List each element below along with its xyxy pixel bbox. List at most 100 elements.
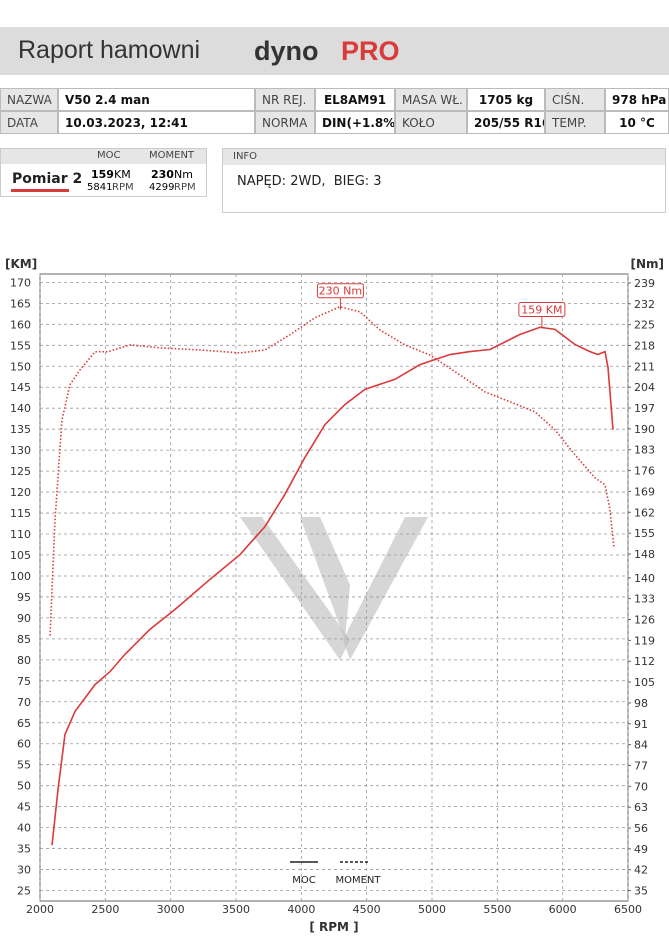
y2-tick-label: 183 <box>634 444 655 457</box>
x-tick-label: 3000 <box>157 903 185 916</box>
series-line <box>49 305 615 636</box>
x-tick-label: 2000 <box>26 903 54 916</box>
y2-tick-label: 211 <box>634 360 655 373</box>
y-tick-label: 135 <box>10 423 31 436</box>
y2-axis-title: [Nm] <box>630 257 664 271</box>
y2-tick-label: 63 <box>634 801 648 814</box>
y-tick-label: 35 <box>17 843 31 856</box>
field-label: MASA WŁ. <box>395 88 467 111</box>
y-tick-label: 125 <box>10 465 31 478</box>
legend-label: MOMENT <box>335 875 381 886</box>
y2-tick-label: 197 <box>634 402 655 415</box>
y2-tick-label: 126 <box>634 614 655 627</box>
torque-value: 230 <box>151 168 174 181</box>
y-tick-label: 55 <box>17 759 31 772</box>
measurement-label: Pomiar 2 <box>12 171 83 187</box>
field-label: DATA <box>0 111 58 134</box>
x-tick-label: 5000 <box>418 903 446 916</box>
report-title: Raport hamowni <box>18 36 201 64</box>
y2-tick-label: 133 <box>634 593 655 606</box>
power-value: 159 <box>91 168 114 181</box>
label-underline <box>11 189 69 192</box>
y2-tick-label: 49 <box>634 843 648 856</box>
watermark <box>240 517 350 660</box>
y-tick-label: 95 <box>17 591 31 604</box>
field-value: 1705 kg <box>467 88 545 111</box>
y-tick-label: 100 <box>10 570 31 583</box>
y-tick-label: 80 <box>17 654 31 667</box>
y2-tick-label: 140 <box>634 572 655 585</box>
y2-tick-label: 169 <box>634 485 655 498</box>
y-tick-label: 155 <box>10 339 31 352</box>
y-tick-label: 165 <box>10 297 31 310</box>
y2-tick-label: 119 <box>634 634 655 647</box>
field-label: NORMA <box>255 111 315 134</box>
field-value: 205/55 R16 <box>467 111 545 134</box>
y-tick-label: 115 <box>10 507 31 520</box>
y2-tick-label: 155 <box>634 527 655 540</box>
y-tick-label: 65 <box>17 717 31 730</box>
y-tick-label: 140 <box>10 402 31 415</box>
field-value: 10.03.2023, 12:41 <box>58 111 255 134</box>
col-header: MOC <box>97 150 121 161</box>
info-title: INFO <box>233 151 258 162</box>
power-rpm: 5841 <box>87 182 113 193</box>
y-tick-label: 105 <box>10 549 31 562</box>
measurement-box: MOC MOMENT Pomiar 2 159 KM 5841 RPM 230 … <box>0 148 207 197</box>
y-tick-label: 25 <box>17 885 31 898</box>
y2-tick-label: 35 <box>634 885 648 898</box>
x-tick-label: 2500 <box>91 903 119 916</box>
y2-tick-label: 56 <box>634 822 648 835</box>
y2-tick-label: 77 <box>634 759 648 772</box>
y-tick-label: 45 <box>17 801 31 814</box>
y-tick-label: 120 <box>10 486 31 499</box>
annotation-box <box>316 283 364 299</box>
power-unit: KM <box>114 168 131 181</box>
col-header: MOMENT <box>149 150 195 161</box>
y2-tick-label: 204 <box>634 381 655 394</box>
x-tick-label: 4500 <box>353 903 381 916</box>
y2-tick-label: 148 <box>634 548 655 561</box>
y2-tick-label: 232 <box>634 298 655 311</box>
y-tick-label: 50 <box>17 780 31 793</box>
y2-tick-label: 105 <box>634 676 655 689</box>
y2-tick-label: 112 <box>634 655 655 668</box>
y-tick-label: 170 <box>10 276 31 289</box>
rpm-unit: RPM <box>112 182 134 193</box>
logo-pro: PRO <box>341 36 400 66</box>
y2-tick-label: 84 <box>634 739 648 752</box>
field-label: TEMP. <box>545 111 605 134</box>
y-tick-label: 40 <box>17 822 31 835</box>
y-tick-label: 30 <box>17 864 31 877</box>
field-label: NR REJ. <box>255 88 315 111</box>
y-tick-label: 150 <box>10 360 31 373</box>
y-tick-label: 75 <box>17 675 31 688</box>
y2-tick-label: 70 <box>634 780 648 793</box>
y-axis-title: [KM] <box>5 257 37 271</box>
field-label: KOŁO <box>395 111 467 134</box>
header-band: Raport hamowni dyno PRO <box>0 27 669 75</box>
y2-tick-label: 162 <box>634 506 655 519</box>
y2-tick-label: 190 <box>634 423 655 436</box>
y-tick-label: 70 <box>17 696 31 709</box>
x-axis-title: [ RPM ] <box>309 920 358 934</box>
info-text: NAPĘD: 2WD, BIEG: 3 <box>237 174 382 189</box>
info-box: INFO NAPĘD: 2WD, BIEG: 3 <box>222 148 666 213</box>
y2-tick-label: 42 <box>634 864 648 877</box>
series-line <box>51 326 614 846</box>
torque-unit: Nm <box>174 168 193 181</box>
y2-tick-label: 218 <box>634 339 655 352</box>
x-tick-label: 3500 <box>222 903 250 916</box>
y-tick-label: 160 <box>10 318 31 331</box>
y2-tick-label: 91 <box>634 718 648 731</box>
y-tick-label: 145 <box>10 381 31 394</box>
annotation-box <box>518 302 566 318</box>
y-tick-label: 60 <box>17 738 31 751</box>
y2-tick-label: 176 <box>634 465 655 478</box>
y-tick-label: 110 <box>10 528 31 541</box>
x-tick-label: 4000 <box>287 903 315 916</box>
legend-label: MOC <box>292 875 315 886</box>
field-value: V50 2.4 man <box>58 88 255 111</box>
x-tick-label: 6500 <box>614 903 642 916</box>
